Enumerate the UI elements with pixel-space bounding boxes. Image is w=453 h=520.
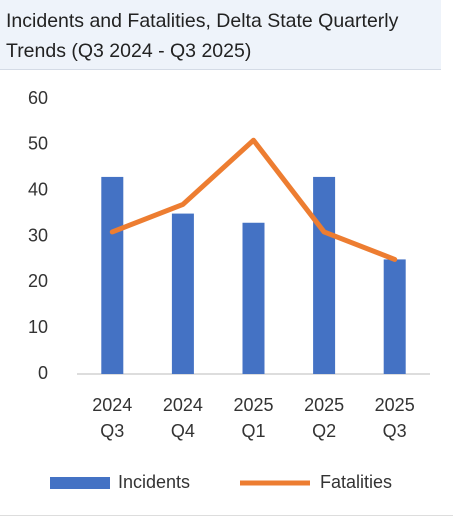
- legend-label: Fatalities: [320, 472, 392, 492]
- bar: [383, 259, 406, 374]
- bar: [313, 176, 336, 374]
- y-tick-label: 40: [28, 179, 48, 199]
- y-tick-label: 50: [28, 134, 48, 154]
- x-tick-label: 2025 Q1: [233, 395, 274, 441]
- y-tick-label: 0: [38, 363, 48, 383]
- legend-label: Incidents: [118, 472, 190, 492]
- y-tick-label: 30: [28, 225, 48, 245]
- bar: [101, 176, 124, 374]
- chart-title: Incidents and Fatalities, Delta State Qu…: [0, 0, 441, 70]
- x-tick-label: 2025 Q2: [304, 395, 345, 441]
- y-tick-label: 20: [28, 271, 48, 291]
- x-tick-label: 2024 Q4: [162, 395, 203, 441]
- legend-swatch: [50, 477, 110, 489]
- bar: [171, 213, 194, 374]
- x-tick-label: 2024 Q3: [92, 395, 133, 441]
- bar: [242, 222, 265, 374]
- y-tick-label: 10: [28, 317, 48, 337]
- y-tick-label: 60: [28, 88, 48, 108]
- x-tick-label: 2025 Q3: [374, 395, 415, 441]
- line: [109, 137, 398, 262]
- bottom-border: [0, 515, 453, 516]
